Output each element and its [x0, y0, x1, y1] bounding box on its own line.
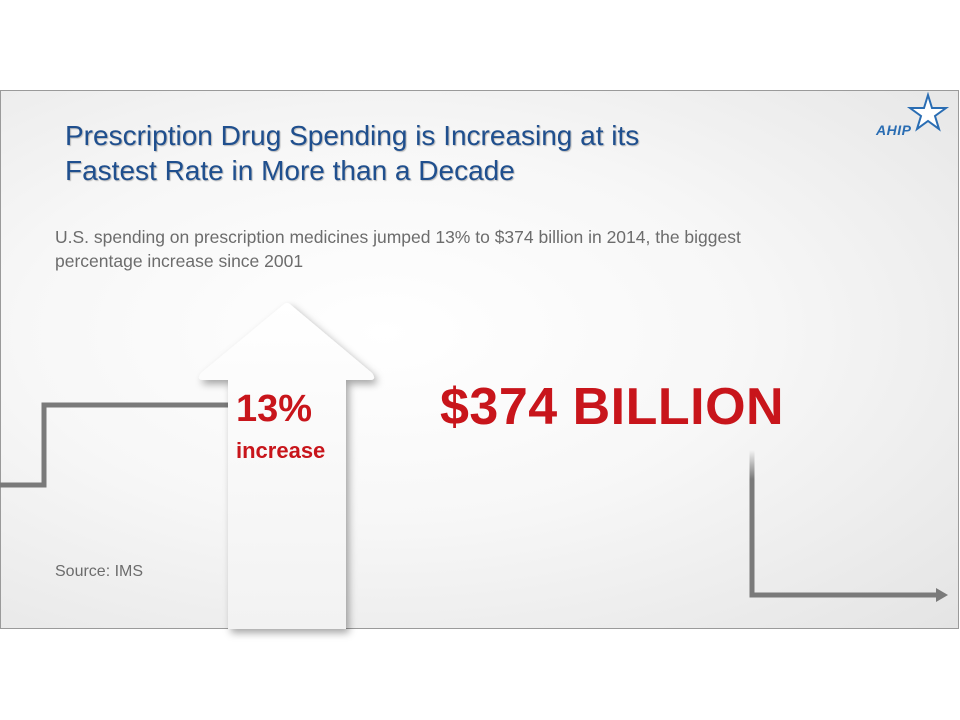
ahip-star-icon — [906, 91, 950, 132]
title-line-2: Fastest Rate in More than a Decade — [65, 155, 515, 186]
increase-percent: 13% — [236, 388, 313, 430]
step-line-left — [0, 402, 230, 488]
up-arrow-shape — [198, 303, 375, 629]
step-line-right — [749, 450, 938, 598]
slide-frame — [0, 90, 959, 629]
slide-title: Prescription Drug Spending is Increasing… — [65, 118, 639, 188]
increase-label: increase — [236, 438, 326, 463]
spending-amount: $374 BILLION — [440, 378, 785, 436]
ahip-logo-text: AHIP — [876, 122, 912, 138]
right-arrowhead — [936, 588, 948, 602]
title-line-1: Prescription Drug Spending is Increasing… — [65, 120, 640, 151]
subtitle-line-1: U.S. spending on prescription medicines … — [55, 227, 741, 247]
subtitle-line-2: percentage increase since 2001 — [55, 251, 304, 271]
slide-subtitle: U.S. spending on prescription medicines … — [55, 225, 915, 273]
source-note: Source: IMS — [55, 563, 144, 580]
